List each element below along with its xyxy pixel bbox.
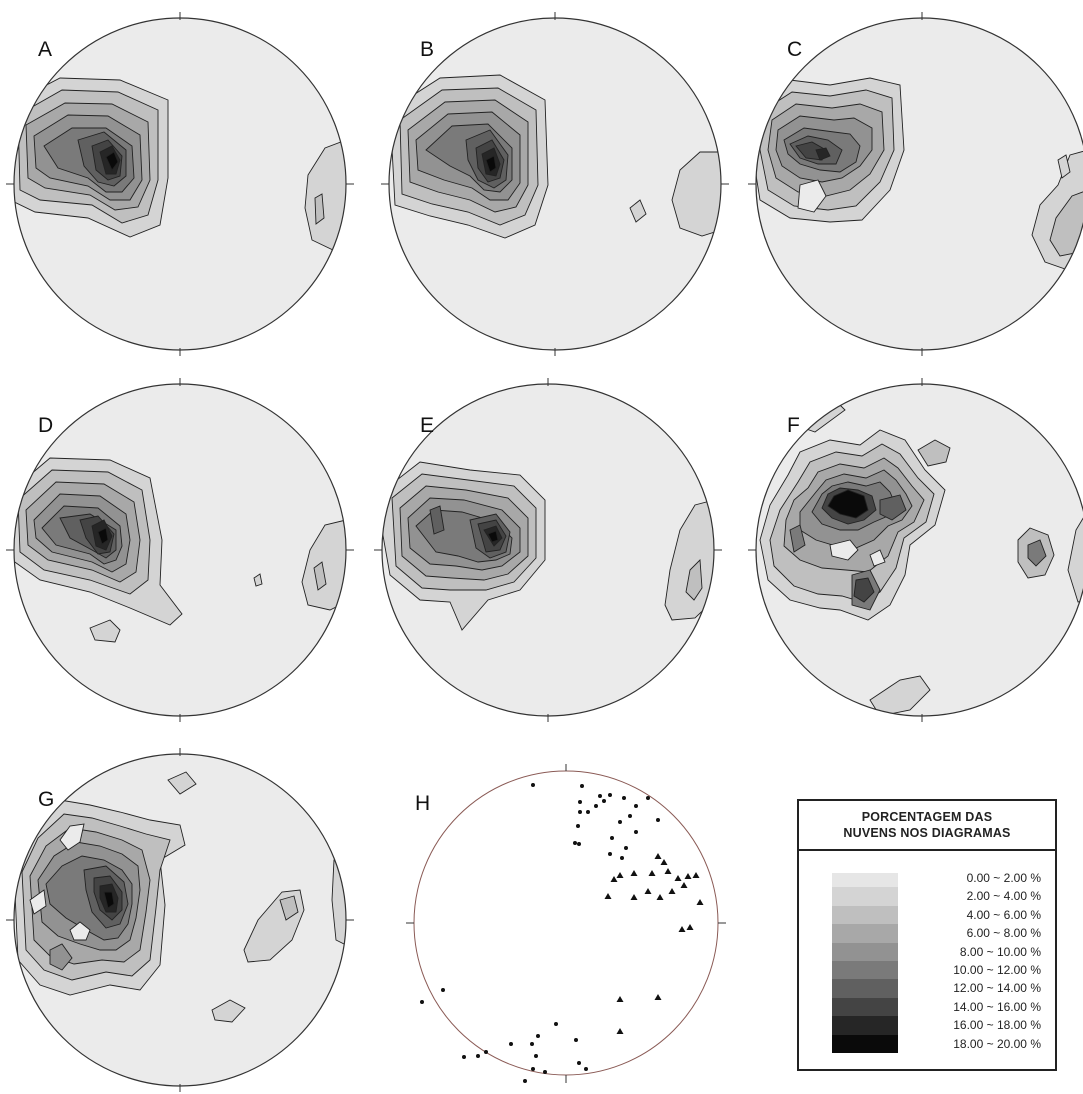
panel-label: B [420, 38, 434, 61]
legend-label: 8.00 ~ 10.00 % [959, 944, 1041, 959]
legend-row: 4.00 ~ 6.00 % [799, 905, 1055, 925]
legend-row: 16.00 ~ 18.00 % [799, 1016, 1055, 1035]
panel-label: F [787, 414, 800, 437]
legend-row: 6.00 ~ 8.00 % [799, 924, 1055, 943]
density-contours [389, 74, 721, 239]
stereonet-panel-c: C [748, 12, 1083, 356]
pole-dots [420, 783, 660, 1083]
density-contours [759, 394, 1083, 716]
legend-title: PORCENTAGEM DAS NUVENS NOS DIAGRAMAS [799, 801, 1055, 851]
legend-label: 12.00 ~ 14.00 % [953, 981, 1041, 996]
stereonet-outline [413, 770, 719, 1076]
legend-rows: 0.00 ~ 2.00 % 2.00 ~ 4.00 % 4.00 ~ 6.00 % 6… [799, 869, 1055, 1053]
legend-box: PORCENTAGEM DAS NUVENS NOS DIAGRAMAS 0.0… [797, 799, 1057, 1071]
legend-swatch [832, 924, 898, 943]
panel-label: E [420, 414, 434, 437]
legend-row: 8.00 ~ 10.00 % [799, 942, 1055, 961]
legend-label: 14.00 ~ 16.00 % [953, 999, 1041, 1014]
legend-title-line: PORCENTAGEM DAS [861, 810, 993, 824]
stereonet-panel-h: H [406, 764, 726, 1083]
legend-row: 2.00 ~ 4.00 % [799, 887, 1055, 906]
stereonet-panel-f: F [748, 378, 1083, 722]
stereonet-circle [382, 384, 714, 716]
legend-row: 12.00 ~ 14.00 % [799, 979, 1055, 998]
legend-label: 18.00 ~ 20.00 % [953, 1036, 1041, 1051]
density-contours [756, 77, 1083, 271]
legend-label: 6.00 ~ 8.00 % [966, 926, 1041, 941]
stereonet-panel-e: E [374, 378, 722, 722]
legend-label: 10.00 ~ 12.00 % [953, 962, 1041, 977]
density-contours [14, 457, 346, 643]
legend-swatch [832, 905, 898, 925]
stereonet-panel-d: D [6, 378, 354, 722]
legend-swatch [832, 1016, 898, 1035]
legend-label: 0.00 ~ 2.00 % [966, 871, 1041, 885]
legend-swatch [832, 979, 898, 998]
panel-label: A [38, 38, 52, 61]
legend-swatch [832, 997, 898, 1017]
panel-label: H [415, 792, 430, 815]
legend-row: 10.00 ~ 12.00 % [799, 960, 1055, 980]
density-contours [382, 461, 714, 631]
legend-title-line: NUVENS NOS DIAGRAMAS [843, 826, 1011, 840]
legend-swatch [832, 960, 898, 980]
legend-row: 0.00 ~ 2.00 % [799, 869, 1055, 892]
legend-label: 2.00 ~ 4.00 % [966, 889, 1041, 904]
panel-label: D [38, 414, 53, 437]
legend-swatch [832, 873, 898, 892]
pole-triangles [604, 853, 704, 1034]
legend-label: 16.00 ~ 18.00 % [953, 1018, 1041, 1033]
legend-row: 14.00 ~ 16.00 % [799, 997, 1055, 1017]
legend-swatch [832, 887, 898, 906]
legend-label: 4.00 ~ 6.00 % [966, 907, 1041, 922]
panel-label: G [38, 788, 54, 811]
legend-swatch [832, 942, 898, 961]
stereonet-panel-g: G [6, 748, 354, 1092]
stereonet-panel-b: B [381, 12, 729, 356]
panel-label: C [787, 38, 802, 61]
legend-row: 18.00 ~ 20.00 % [799, 1034, 1055, 1053]
stereonet-panel-a: A [6, 12, 354, 356]
density-contours [14, 77, 346, 251]
legend-swatch [832, 1034, 898, 1053]
